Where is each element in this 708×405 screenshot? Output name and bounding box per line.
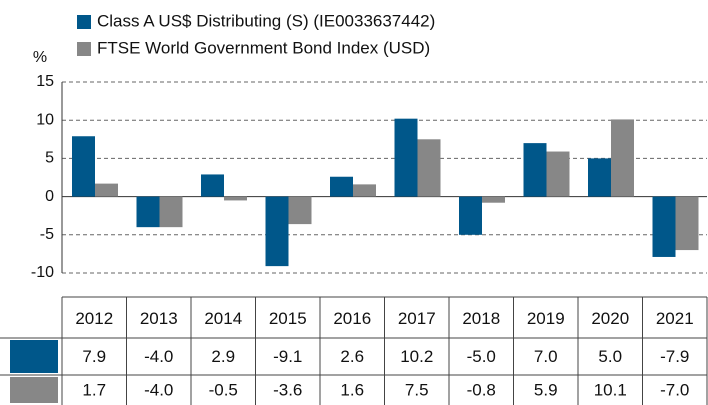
table-value: -0.8 — [467, 380, 496, 399]
table-value: 7.5 — [405, 380, 429, 399]
table-value: -0.5 — [209, 380, 238, 399]
table-swatch — [10, 340, 58, 373]
bar — [72, 136, 95, 197]
x-tick-label: 2015 — [269, 309, 307, 328]
bar — [224, 196, 247, 201]
bar — [482, 196, 505, 203]
table-value: 2.9 — [211, 347, 235, 366]
bar — [394, 118, 418, 197]
table-value: -5.0 — [467, 347, 496, 366]
legend-label: Class A US$ Distributing (S) (IE00336374… — [97, 11, 435, 30]
legend-swatch — [77, 42, 91, 56]
table-value: -7.0 — [660, 380, 689, 399]
bar — [201, 174, 224, 197]
bar — [588, 158, 611, 197]
bar — [459, 196, 482, 235]
legend-label: FTSE World Government Bond Index (USD) — [97, 38, 430, 57]
bar — [159, 196, 183, 228]
x-tick-label: 2021 — [656, 309, 694, 328]
y-tick-label: 10 — [36, 111, 54, 128]
bar — [523, 143, 547, 197]
table-value: 5.9 — [534, 380, 558, 399]
bar — [546, 151, 570, 197]
table-value: 2.6 — [340, 347, 364, 366]
y-tick-label: -5 — [40, 226, 54, 243]
x-tick-label: 2014 — [204, 309, 242, 328]
legend-swatch — [77, 15, 91, 29]
table-value: -7.9 — [660, 347, 689, 366]
table-value: -4.0 — [144, 380, 173, 399]
table-value: 10.1 — [594, 380, 627, 399]
x-tick-label: 2012 — [75, 309, 113, 328]
bar — [330, 176, 353, 197]
table-value: -4.0 — [144, 347, 173, 366]
x-tick-label: 2019 — [527, 309, 565, 328]
bar — [265, 196, 289, 267]
bar — [136, 196, 160, 228]
y-tick-label: 5 — [45, 150, 54, 167]
bar — [611, 119, 634, 197]
table-value: -9.1 — [273, 347, 302, 366]
y-tick-label: 0 — [45, 188, 54, 205]
table-value: 7.0 — [534, 347, 558, 366]
table-value: 7.9 — [82, 347, 106, 366]
table-value: 1.6 — [340, 380, 364, 399]
x-tick-label: 2018 — [462, 309, 500, 328]
x-tick-label: 2020 — [591, 309, 629, 328]
table-value: 10.2 — [400, 347, 433, 366]
table-value: -3.6 — [273, 380, 302, 399]
bar — [95, 183, 118, 197]
bar — [417, 139, 441, 197]
y-tick-label: 15 — [36, 73, 54, 90]
bar — [353, 184, 376, 197]
table-value: 5.0 — [598, 347, 622, 366]
bar — [288, 196, 312, 225]
table-value: 1.7 — [82, 380, 106, 399]
x-tick-label: 2017 — [398, 309, 436, 328]
table-swatch — [10, 377, 58, 403]
bar — [675, 196, 699, 251]
x-tick-label: 2016 — [333, 309, 371, 328]
x-tick-label: 2013 — [140, 309, 178, 328]
y-tick-label: -10 — [31, 264, 54, 281]
y-axis-label: % — [33, 49, 47, 66]
bar — [652, 196, 676, 257]
